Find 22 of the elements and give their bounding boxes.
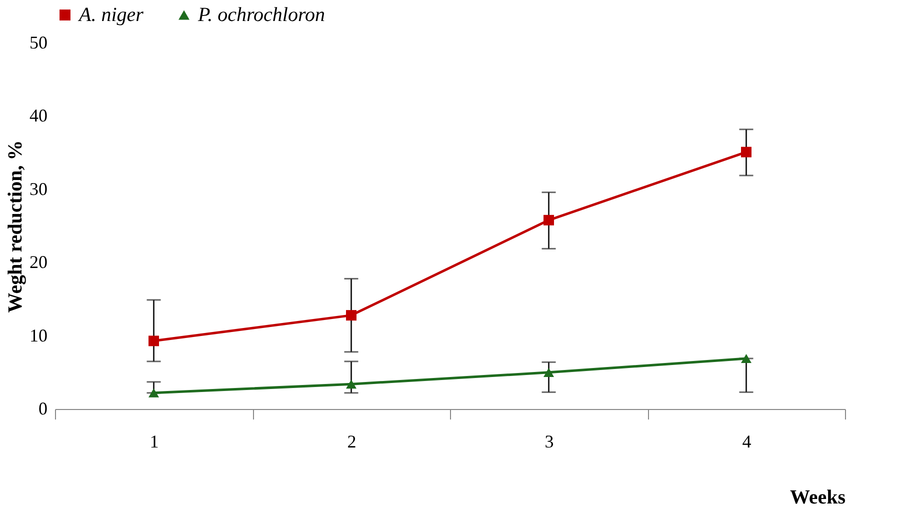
y-tick-label: 0 — [38, 398, 48, 418]
point — [544, 214, 554, 226]
point — [346, 380, 356, 389]
y-tick-label: 10 — [30, 325, 48, 346]
point — [346, 310, 356, 321]
point — [741, 354, 752, 364]
y-tick-label: 20 — [30, 252, 48, 272]
legend-label: A. niger — [77, 4, 144, 26]
y-tick-label: 30 — [30, 178, 48, 199]
x-tick-label: 2 — [347, 432, 356, 452]
point — [544, 368, 554, 377]
point — [148, 388, 159, 398]
point — [741, 146, 752, 158]
legend-label: P. ochrochloron — [197, 4, 326, 26]
y-axis-title: Weght reduction, % — [4, 140, 26, 313]
x-tick-label: 3 — [544, 432, 554, 452]
x-tick-label: 4 — [742, 432, 752, 452]
point — [148, 336, 159, 346]
x-tick-label: 1 — [150, 432, 159, 452]
y-tick-label: 40 — [30, 106, 48, 126]
x-axis-title: Weeks — [790, 486, 846, 508]
y-tick-label: 50 — [30, 32, 48, 52]
